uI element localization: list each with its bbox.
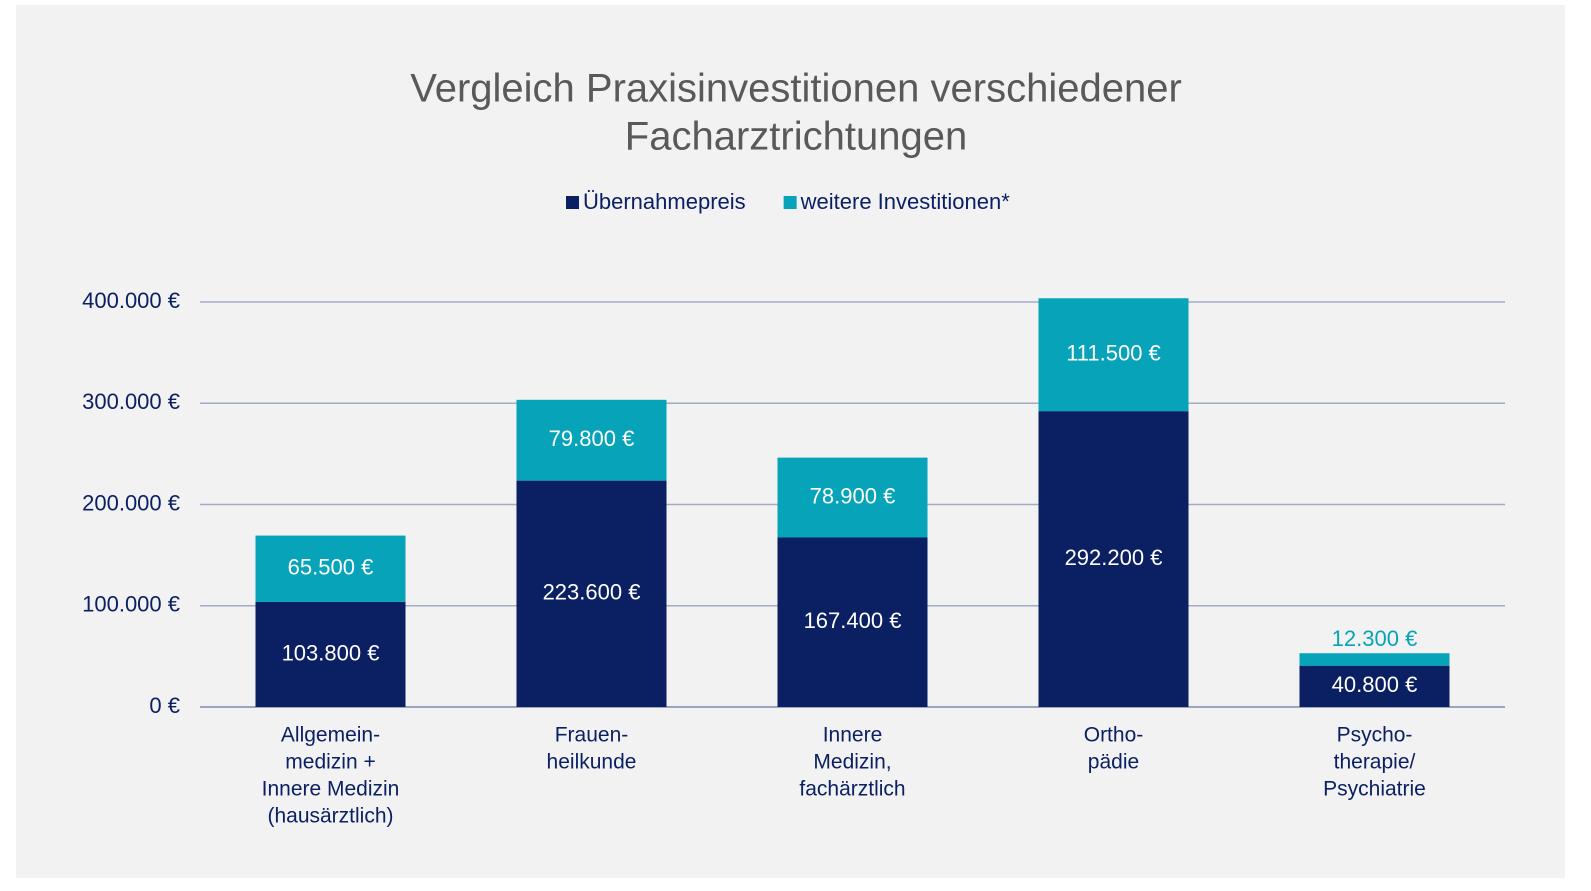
y-tick-label: 300.000 € [82, 389, 180, 414]
bar-segment [1299, 665, 1450, 707]
bar-segment [777, 537, 928, 707]
x-tick-label: therapie/ [1334, 751, 1416, 774]
data-label: 292.200 € [1065, 545, 1163, 570]
bar-segment [1299, 653, 1450, 666]
bar-segment [255, 535, 406, 602]
x-tick-label: Ortho- [1084, 724, 1144, 747]
x-tick-label: Innere [823, 724, 883, 747]
legend-swatch [783, 196, 797, 209]
data-label: 167.400 € [804, 608, 902, 633]
bar-segment [516, 480, 667, 707]
chart-title: Vergleich Praxisinvestitionen verschiede… [410, 67, 1182, 111]
x-tick-label: Frauen- [555, 724, 629, 747]
legend-label: weitere Investitionen* [800, 189, 1011, 214]
x-tick-label: pädie [1088, 751, 1139, 774]
bar-segment [255, 601, 406, 707]
x-tick-label: heilkunde [547, 751, 637, 774]
x-tick-label: fachärztlich [799, 778, 905, 801]
y-tick-label: 100.000 € [82, 592, 180, 617]
data-label: 12.300 € [1332, 626, 1418, 651]
bar-segment [1038, 298, 1189, 412]
data-label: 40.800 € [1332, 672, 1418, 697]
data-label: 223.600 € [543, 580, 641, 605]
x-tick-label: (hausärztlich) [267, 805, 393, 828]
y-tick-label: 400.000 € [82, 288, 180, 313]
y-tick-label: 0 € [149, 693, 180, 718]
data-label: 111.500 € [1066, 341, 1161, 366]
x-tick-label: Psycho- [1337, 724, 1413, 747]
legend-swatch [566, 196, 579, 209]
x-tick-label: Psychiatrie [1323, 778, 1426, 801]
x-tick-label: Allgemein- [281, 724, 380, 747]
x-tick-label: Medizin, [813, 751, 891, 774]
bar-segment [1038, 411, 1189, 707]
data-label: 79.800 € [549, 426, 635, 451]
chart-background [16, 5, 1565, 878]
y-tick-label: 200.000 € [82, 490, 180, 515]
data-label: 103.800 € [282, 640, 380, 665]
chart-title: Facharztrichtungen [625, 115, 967, 159]
bar-segment [777, 457, 928, 538]
bar-segment [516, 399, 667, 481]
x-tick-label: medizin + [285, 751, 375, 774]
legend-label: Übernahmepreis [583, 189, 746, 214]
data-label: 65.500 € [288, 555, 374, 580]
x-tick-label: Innere Medizin [262, 778, 400, 801]
data-label: 78.900 € [810, 483, 896, 508]
